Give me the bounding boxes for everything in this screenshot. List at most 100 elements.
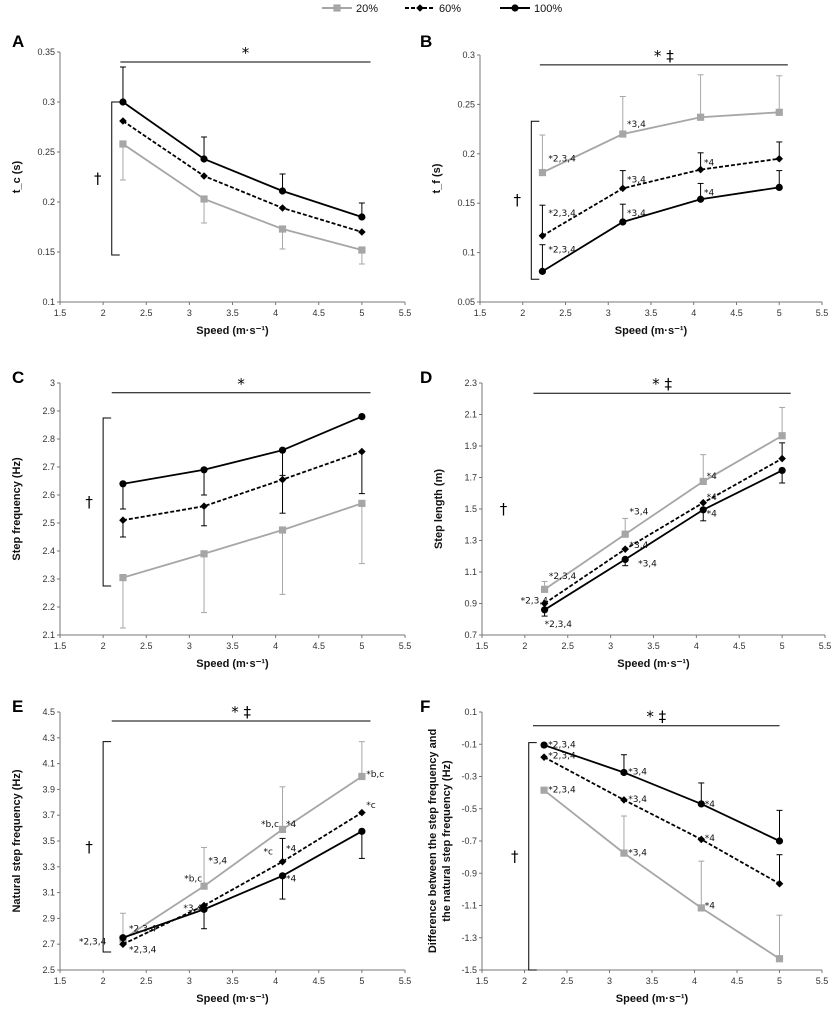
series-line [122, 775, 363, 940]
x-tick-label: 3 [187, 308, 192, 318]
y-axis-label-line: Difference between the step frequency an… [427, 729, 439, 953]
series-C-100% [119, 413, 366, 510]
panel-D: D 0.7 0.9 1.1 1.3 1.5 1.7 1.9 2.1 2.3 1.5 2 2.5 3 3.5 4… [420, 368, 831, 670]
y-tick-label: 2.7 [42, 462, 55, 472]
y-tick-label: 0.05 [457, 297, 475, 307]
y-tick-label: 0.15 [37, 247, 55, 257]
y-tick-label: 0.1 [464, 707, 477, 717]
y-tick-label: 2.1 [42, 630, 55, 640]
data-point [119, 934, 127, 942]
y-tick-label: 3.3 [42, 862, 55, 872]
annotation: *2,3,4 [548, 209, 576, 219]
series-line [122, 830, 363, 939]
x-tick-label: 4 [694, 641, 699, 651]
y-tick-label: 0.25 [37, 147, 55, 157]
series-line [544, 469, 783, 611]
data-point [778, 466, 786, 475]
x-tick-label: 5 [359, 976, 364, 986]
x-tick-label: 1.5 [54, 641, 67, 651]
data-point [358, 499, 366, 507]
annotation: *3,4 [627, 175, 646, 185]
x-tick-label: 3 [187, 976, 192, 986]
y-tick-label: -1.5 [461, 965, 477, 975]
y-tick-label: 2.6 [42, 490, 55, 500]
annotation: *c [366, 801, 376, 811]
annotation: *2,3,4 [548, 740, 576, 750]
x-axis-label-A: Speed (m·s⁻¹) [196, 325, 269, 337]
y-tick-label: -1.1 [461, 901, 477, 911]
y-axis-label-B: t_f (s) [431, 163, 443, 193]
data-point [621, 530, 629, 538]
data-point [358, 228, 366, 236]
x-tick-label: 2 [101, 976, 106, 986]
data-point [278, 446, 287, 454]
series-B-20% [538, 74, 783, 177]
y-tick-label: 1.9 [464, 441, 477, 451]
significance-symbol-D: * ‡ [652, 375, 672, 393]
x-tick-label: 3.5 [646, 976, 659, 986]
series-A-20% [119, 140, 366, 265]
data-point [200, 195, 208, 203]
series-line [543, 756, 780, 885]
data-point [119, 117, 127, 125]
data-point [775, 154, 784, 163]
x-tick-label: 5 [359, 308, 364, 318]
panel-E: E 2.5 2.7 2.9 3.1 3.3 3.5 3.7 3.9 4.1 4.3 4.5 1.5 2 2.… [11, 697, 411, 1005]
data-point [775, 108, 783, 116]
y-tick-label: 0.15 [457, 198, 475, 208]
series-F-20% [540, 786, 784, 963]
x-tick-label: 4.5 [312, 641, 325, 651]
data-point [119, 574, 127, 582]
data-point [696, 113, 705, 121]
data-point [697, 904, 705, 912]
y-tick-label: 3.1 [42, 888, 55, 898]
data-point [621, 555, 629, 564]
data-point [119, 516, 127, 524]
annotation: *3,4 [627, 209, 646, 219]
series-A-60% [119, 117, 366, 236]
significance-symbol-E: * ‡ [231, 703, 251, 721]
data-point [278, 526, 287, 534]
x-tick-label: 4 [691, 308, 696, 318]
y-tick-label: 1.3 [464, 536, 477, 546]
dagger-E: † [85, 838, 93, 856]
annotation: *3,4 [628, 795, 647, 805]
series-B-100% [538, 170, 783, 275]
series-line [122, 143, 363, 251]
annotation: *4 [705, 834, 716, 844]
legend-marker-100% [511, 4, 519, 12]
x-tick-label: 1.5 [476, 641, 489, 651]
y-tick-label: 1.5 [464, 504, 477, 514]
data-point [200, 882, 208, 890]
series-line [122, 120, 363, 233]
bracket-A [111, 101, 120, 256]
data-point [699, 498, 708, 507]
y-tick-label: 0.2 [42, 197, 55, 207]
data-point [620, 849, 628, 857]
data-point [538, 267, 547, 275]
series-B-60% [538, 141, 784, 240]
y-tick-label: 0.1 [42, 297, 55, 307]
x-tick-label: 3 [606, 308, 611, 318]
data-point [620, 796, 628, 804]
x-tick-label: 2 [522, 641, 527, 651]
x-tick-label: 2 [101, 641, 106, 651]
annotation: *3,4 [638, 559, 657, 569]
x-tick-label: 5 [359, 641, 364, 651]
series-line [542, 111, 780, 174]
significance-symbol-B: * ‡ [654, 47, 674, 65]
data-point [540, 786, 548, 794]
data-point [358, 808, 366, 817]
x-axis-label-C: Speed (m·s⁻¹) [196, 658, 269, 670]
series-C-60% [119, 447, 366, 538]
significance-symbol-F: * ‡ [646, 708, 666, 726]
x-tick-label: 4 [273, 641, 278, 651]
annotation: *4 [705, 800, 716, 810]
series-A-100% [119, 66, 366, 221]
y-tick-label: -0.3 [461, 772, 477, 782]
y-tick-label: 0.3 [42, 97, 55, 107]
x-tick-label: 5.5 [399, 308, 412, 318]
data-point [778, 432, 786, 440]
annotation: *2,3,4 [549, 572, 577, 582]
